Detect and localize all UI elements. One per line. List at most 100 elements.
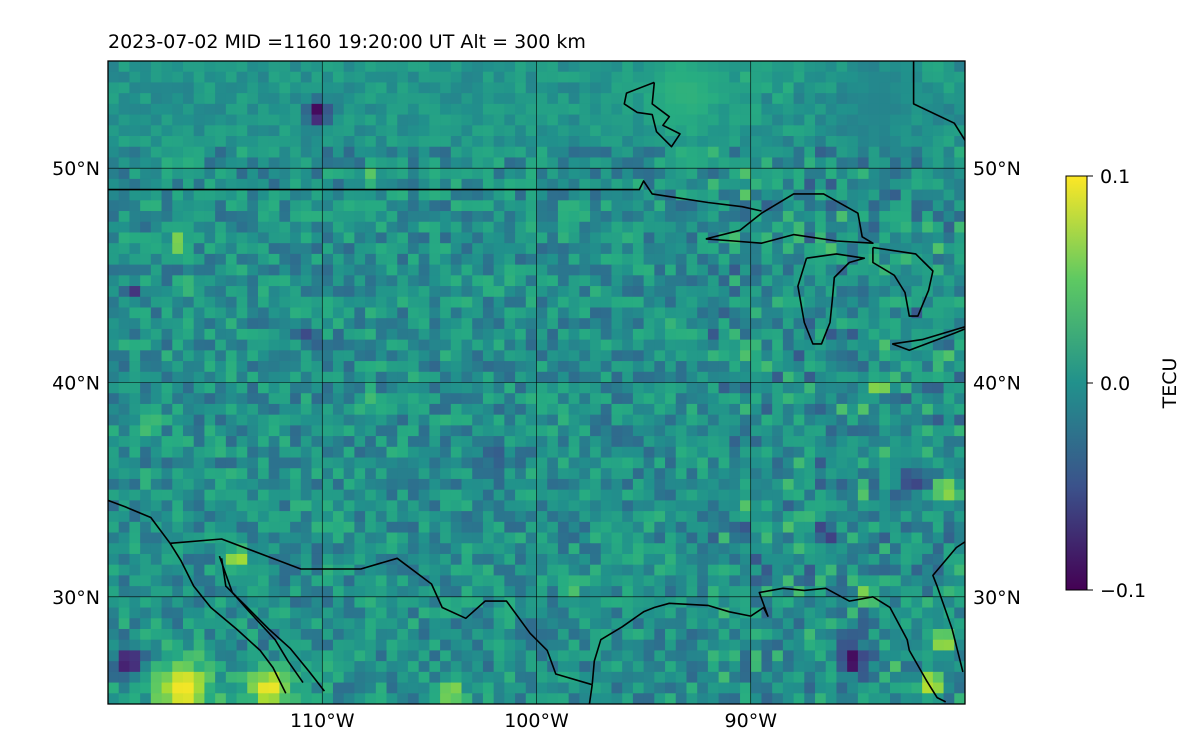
heatmap-cell bbox=[322, 564, 334, 576]
heatmap-cell bbox=[140, 318, 152, 330]
heatmap-cell bbox=[932, 146, 944, 158]
heatmap-cell bbox=[868, 500, 880, 512]
heatmap-cell bbox=[847, 93, 859, 105]
heatmap-cell bbox=[804, 521, 816, 533]
heatmap-cell bbox=[482, 350, 495, 362]
heatmap-cell bbox=[268, 232, 280, 244]
heatmap-cell bbox=[600, 275, 612, 287]
heatmap-cell bbox=[493, 114, 505, 126]
heatmap-cell bbox=[611, 93, 623, 105]
heatmap-cell bbox=[332, 243, 345, 255]
heatmap-cell bbox=[236, 532, 248, 544]
heatmap-cell bbox=[161, 564, 173, 576]
heatmap-cell bbox=[900, 682, 912, 694]
heatmap-cell bbox=[429, 200, 441, 212]
heatmap-cell bbox=[129, 457, 141, 469]
heatmap-cell bbox=[182, 157, 195, 169]
heatmap-cell bbox=[182, 521, 195, 533]
heatmap-cell bbox=[236, 586, 248, 598]
heatmap-cell bbox=[568, 103, 580, 115]
heatmap-cell bbox=[257, 328, 270, 341]
heatmap-cell bbox=[654, 457, 666, 469]
heatmap-cell bbox=[697, 521, 709, 533]
heatmap-cell bbox=[932, 543, 944, 555]
heatmap-cell bbox=[707, 168, 720, 180]
heatmap-cell bbox=[729, 146, 741, 158]
heatmap-cell bbox=[825, 661, 837, 673]
heatmap-cell bbox=[750, 339, 762, 351]
heatmap-cell bbox=[922, 618, 934, 630]
heatmap-cell bbox=[461, 318, 473, 330]
heatmap-cell bbox=[868, 468, 880, 480]
heatmap-cell bbox=[932, 511, 944, 523]
heatmap-cell bbox=[643, 521, 655, 533]
heatmap-cell bbox=[407, 596, 420, 608]
heatmap-cell bbox=[354, 682, 366, 694]
heatmap-cell bbox=[718, 489, 730, 501]
heatmap-cell bbox=[397, 71, 409, 83]
heatmap-cell bbox=[386, 596, 398, 608]
heatmap-cell bbox=[879, 586, 891, 598]
heatmap-cell bbox=[290, 189, 302, 201]
heatmap-cell bbox=[118, 628, 130, 641]
heatmap-cell bbox=[118, 671, 130, 683]
heatmap-cell bbox=[504, 253, 516, 266]
heatmap-cell bbox=[172, 564, 184, 576]
heatmap-cell bbox=[761, 596, 773, 608]
heatmap-cell bbox=[579, 136, 591, 148]
heatmap-cell bbox=[750, 639, 762, 651]
heatmap-cell bbox=[225, 564, 237, 576]
heatmap-cell bbox=[493, 232, 505, 244]
heatmap-cell bbox=[611, 339, 623, 351]
heatmap-cell bbox=[890, 253, 902, 266]
heatmap-cell bbox=[268, 489, 280, 501]
heatmap-cell bbox=[386, 286, 398, 298]
heatmap-cell bbox=[215, 532, 227, 544]
heatmap-cell bbox=[782, 211, 794, 223]
heatmap-cell bbox=[729, 93, 741, 105]
heatmap-cell bbox=[525, 511, 537, 523]
heatmap-cell bbox=[461, 564, 473, 576]
heatmap-cell bbox=[643, 361, 655, 373]
heatmap-cell bbox=[772, 264, 784, 276]
heatmap-cell bbox=[140, 532, 152, 544]
heatmap-cell bbox=[557, 136, 570, 148]
heatmap-cell bbox=[407, 211, 420, 223]
heatmap-cell bbox=[568, 393, 580, 405]
heatmap-cell bbox=[729, 425, 741, 437]
heatmap-cell bbox=[890, 264, 902, 276]
heatmap-cell bbox=[215, 243, 227, 255]
heatmap-cell bbox=[857, 575, 869, 587]
heatmap-cell bbox=[279, 71, 291, 83]
heatmap-cell bbox=[847, 307, 859, 319]
heatmap-cell bbox=[932, 371, 944, 383]
heatmap-cell bbox=[879, 650, 891, 662]
heatmap-cell bbox=[118, 136, 130, 148]
heatmap-cell bbox=[740, 93, 752, 105]
heatmap-cell bbox=[847, 586, 859, 598]
heatmap-cell bbox=[461, 339, 473, 351]
heatmap-cell bbox=[311, 361, 323, 373]
heatmap-cell bbox=[707, 575, 720, 587]
heatmap-cell bbox=[311, 682, 323, 694]
heatmap-cell bbox=[386, 393, 398, 405]
heatmap-cell bbox=[493, 361, 505, 373]
heatmap-cell bbox=[118, 607, 130, 619]
heatmap-cell bbox=[568, 264, 580, 276]
heatmap-cell bbox=[900, 607, 912, 619]
heatmap-cell bbox=[707, 543, 720, 555]
heatmap-cell bbox=[161, 521, 173, 533]
heatmap-cell bbox=[343, 382, 355, 394]
heatmap-cell bbox=[440, 328, 452, 341]
heatmap-cell bbox=[215, 436, 227, 448]
heatmap-cell bbox=[943, 671, 955, 683]
heatmap-cell bbox=[129, 371, 141, 383]
heatmap-cell bbox=[482, 414, 495, 426]
heatmap-cell bbox=[900, 564, 912, 576]
heatmap-cell bbox=[236, 307, 248, 319]
heatmap-cell bbox=[375, 318, 387, 330]
heatmap-cell bbox=[686, 178, 698, 190]
heatmap-cell bbox=[857, 650, 869, 662]
heatmap-cell bbox=[268, 661, 280, 673]
heatmap-cell bbox=[761, 468, 773, 480]
